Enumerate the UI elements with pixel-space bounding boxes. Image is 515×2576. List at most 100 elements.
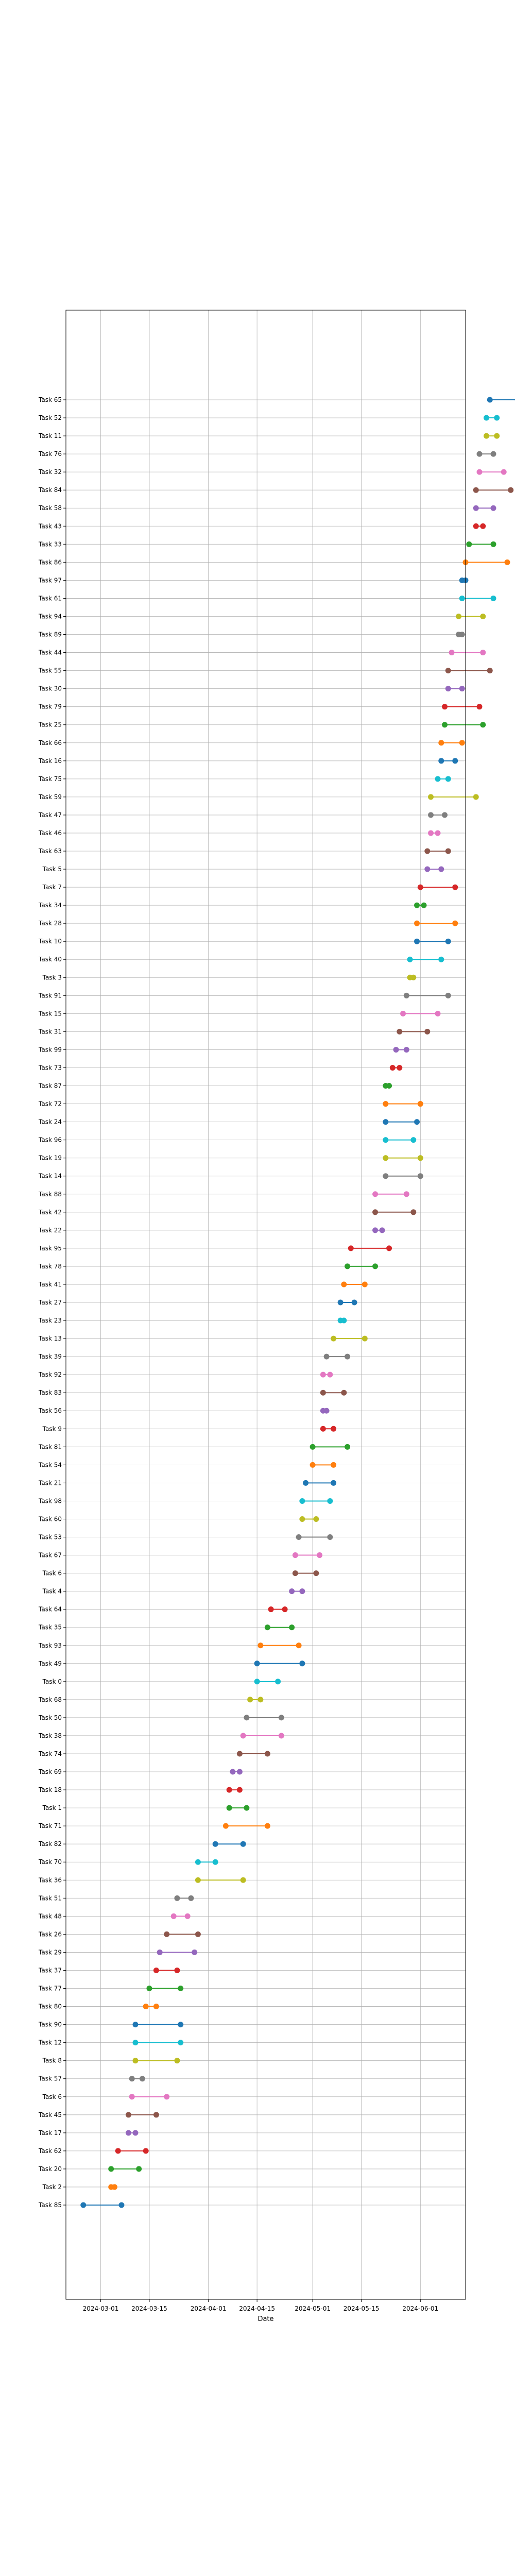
task-start-point bbox=[473, 523, 479, 529]
y-tick-label: Task 94 bbox=[38, 613, 62, 620]
task-end-point bbox=[476, 704, 483, 710]
task-dumbbell bbox=[268, 1606, 288, 1613]
task-start-point bbox=[174, 1895, 180, 1901]
task-end-point bbox=[480, 523, 486, 529]
task-dumbbell bbox=[456, 613, 486, 619]
task-start-point bbox=[195, 1859, 201, 1865]
task-end-point bbox=[178, 2022, 184, 2028]
task-start-point bbox=[345, 1263, 351, 1269]
task-end-point bbox=[178, 1986, 184, 1992]
task-dumbbell bbox=[483, 433, 500, 439]
task-end-point bbox=[379, 1227, 385, 1233]
task-start-point bbox=[483, 415, 489, 421]
x-tick-label: 2024-06-01 bbox=[402, 2305, 438, 2312]
task-end-point bbox=[452, 920, 458, 926]
task-dumbbell bbox=[372, 1191, 409, 1197]
task-end-point bbox=[403, 1046, 409, 1053]
task-end-point bbox=[421, 902, 427, 908]
task-end-point bbox=[236, 1769, 243, 1775]
task-dumbbell bbox=[331, 1335, 368, 1342]
y-tick-label: Task 26 bbox=[38, 1930, 62, 1938]
task-dumbbell bbox=[195, 1859, 218, 1865]
task-end-point bbox=[345, 1353, 351, 1360]
task-dumbbell bbox=[372, 1227, 385, 1233]
task-start-point bbox=[268, 1606, 274, 1613]
task-dumbbell bbox=[129, 2076, 145, 2082]
task-end-point bbox=[445, 938, 451, 944]
task-start-point bbox=[320, 1371, 326, 1378]
task-start-point bbox=[341, 1281, 347, 1287]
task-end-point bbox=[424, 1028, 431, 1035]
task-dumbbell bbox=[132, 2040, 184, 2046]
y-tick-label: Task 86 bbox=[38, 558, 62, 566]
y-tick-label: Task 1 bbox=[42, 1804, 62, 1811]
task-end-point bbox=[132, 2130, 139, 2136]
task-dumbbell bbox=[372, 1209, 417, 1215]
task-start-point bbox=[164, 1931, 170, 1937]
task-start-point bbox=[132, 2022, 139, 2028]
task-dumbbell bbox=[320, 1371, 333, 1378]
task-end-point bbox=[438, 956, 444, 962]
task-dumbbell bbox=[115, 2148, 149, 2154]
y-tick-label: Task 67 bbox=[38, 1552, 62, 1559]
y-tick-label: Task 71 bbox=[38, 1822, 62, 1829]
task-start-point bbox=[400, 1010, 406, 1016]
task-dumbbell bbox=[414, 902, 427, 908]
task-start-point bbox=[397, 1028, 403, 1035]
task-end-point bbox=[438, 866, 444, 872]
task-start-point bbox=[212, 1841, 218, 1847]
task-start-point bbox=[383, 1119, 389, 1125]
task-dumbbell bbox=[254, 1679, 281, 1685]
task-end-point bbox=[184, 1913, 191, 1919]
task-start-point bbox=[226, 1805, 232, 1811]
y-tick-label: Task 20 bbox=[38, 2165, 62, 2173]
task-start-point bbox=[476, 469, 483, 475]
task-dumbbell bbox=[428, 794, 479, 800]
task-dumbbell bbox=[212, 1841, 246, 1847]
x-tick-label: 2024-05-15 bbox=[344, 2305, 380, 2312]
task-start-point bbox=[483, 433, 489, 439]
task-dumbbell bbox=[414, 920, 458, 926]
y-tick-label: Task 95 bbox=[38, 1245, 62, 1252]
y-tick-label: Task 84 bbox=[38, 486, 62, 494]
task-start-point bbox=[129, 2094, 135, 2100]
task-end-point bbox=[327, 1534, 333, 1540]
task-end-point bbox=[417, 1101, 423, 1107]
task-end-point bbox=[313, 1570, 319, 1577]
task-start-point bbox=[153, 1967, 159, 1973]
task-end-point bbox=[410, 1137, 417, 1143]
task-start-point bbox=[157, 1949, 163, 1955]
task-end-point bbox=[240, 1841, 246, 1847]
task-end-point bbox=[153, 2112, 159, 2118]
task-start-point bbox=[428, 812, 434, 818]
task-dumbbell bbox=[247, 1697, 264, 1703]
task-dumbbell bbox=[417, 884, 458, 890]
y-tick-label: Task 33 bbox=[38, 540, 62, 548]
task-start-point bbox=[254, 1660, 260, 1667]
task-dumbbell bbox=[487, 397, 515, 403]
task-dumbbell bbox=[442, 704, 483, 710]
y-tick-label: Task 5 bbox=[42, 866, 62, 873]
y-tick-label: Task 96 bbox=[38, 1137, 62, 1144]
y-tick-label: Task 83 bbox=[38, 1389, 62, 1396]
y-tick-label: Task 43 bbox=[38, 522, 62, 530]
task-dumbbell bbox=[341, 1281, 368, 1287]
x-axis-ticks: 2024-03-01 2024-03-15 2024-04-01 2024-04-15… bbox=[83, 2299, 438, 2312]
task-end-point bbox=[403, 1191, 409, 1197]
task-end-point bbox=[296, 1642, 302, 1649]
task-start-point bbox=[115, 2148, 121, 2154]
y-tick-label: Task 13 bbox=[38, 1335, 62, 1342]
task-end-point bbox=[490, 541, 496, 547]
task-dumbbell bbox=[157, 1949, 198, 1955]
task-dumbbell bbox=[383, 1137, 417, 1143]
task-start-point bbox=[383, 1173, 389, 1179]
task-dumbbell bbox=[310, 1462, 337, 1468]
task-dumbbell bbox=[129, 2094, 170, 2100]
y-tick-label: Task 68 bbox=[38, 1696, 62, 1703]
task-end-point bbox=[490, 451, 496, 457]
task-start-point bbox=[254, 1679, 260, 1685]
task-dumbbell bbox=[143, 2004, 159, 2010]
task-dumbbell bbox=[462, 559, 510, 565]
task-start-point bbox=[428, 830, 434, 836]
y-tick-label: Task 41 bbox=[38, 1281, 62, 1288]
